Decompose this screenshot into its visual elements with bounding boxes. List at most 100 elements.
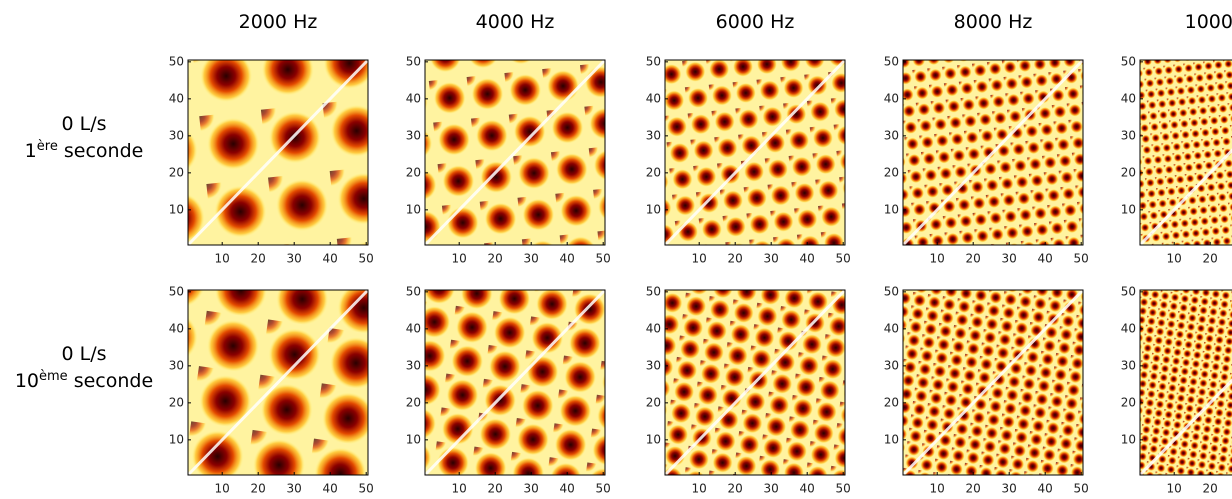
y-tick-label: 30 [1121,128,1136,142]
y-tick-label: 40 [1121,321,1136,335]
x-tick-label: 40 [800,482,815,496]
x-tick-label: 10 [452,252,467,266]
diagonal [901,288,1085,477]
diagonal [663,58,847,247]
x-tick-label: 20 [488,252,503,266]
column-title: 6000 Hz [716,11,795,33]
axes-frame [187,289,369,476]
y-tick-label: 50 [406,54,421,68]
y-tick-label: 10 [884,202,899,216]
y-tick-label: 20 [169,165,184,179]
x-tick-label: 20 [251,482,266,496]
row-word: seconde [58,140,144,162]
x-tick-label: 50 [359,482,374,496]
x-tick-label: 40 [323,482,338,496]
x-tick-label: 50 [596,482,611,496]
x-tick-label: 10 [452,482,467,496]
y-tick-label: 30 [169,358,184,372]
y-tick-label: 50 [406,284,421,298]
x-tick-label: 20 [488,482,503,496]
y-tick-label: 30 [646,128,661,142]
diagonal [901,58,1085,247]
column-title: 8000 Hz [954,11,1033,33]
y-tick-label: 10 [1121,432,1136,446]
x-tick-label: 30 [524,252,539,266]
y-tick-label: 40 [169,321,184,335]
y-tick-label: 50 [646,54,661,68]
axes-frame [187,59,369,246]
y-tick-label: 40 [406,321,421,335]
heatmap [1140,290,1232,475]
y-tick-label: 20 [1121,165,1136,179]
y-tick-label: 50 [884,54,899,68]
x-tick-label: 40 [560,482,575,496]
y-tick-label: 10 [406,432,421,446]
row-superscript: ème [39,369,68,384]
y-tick-label: 40 [646,91,661,105]
x-tick-label: 10 [1167,482,1182,496]
y-tick-label: 10 [646,202,661,216]
x-tick-label: 30 [764,482,779,496]
y-tick-label: 30 [884,128,899,142]
x-tick-label: 10 [692,482,707,496]
y-tick-label: 50 [646,284,661,298]
x-tick-label: 30 [1002,482,1017,496]
x-tick-label: 10 [215,252,230,266]
x-tick-label: 20 [1203,252,1218,266]
y-tick-label: 50 [169,54,184,68]
x-tick-label: 20 [1203,482,1218,496]
diagonal [423,58,607,247]
x-tick-label: 40 [1038,252,1053,266]
x-tick-label: 50 [359,252,374,266]
x-tick-label: 40 [800,252,815,266]
x-tick-label: 10 [1167,252,1182,266]
axes-frame [902,59,1084,246]
y-tick-label: 50 [884,284,899,298]
y-tick-label: 30 [406,358,421,372]
column-title: 2000 Hz [239,11,318,33]
axes-frame [1139,289,1232,476]
x-tick-label: 50 [1074,252,1089,266]
y-tick-label: 50 [1121,54,1136,68]
x-tick-label: 40 [323,252,338,266]
diagonal [1138,378,1232,477]
x-tick-label: 30 [524,482,539,496]
x-tick-label: 10 [215,482,230,496]
heatmap-panel: 10 20 30 40 50 10 20 30 40 50 [406,284,611,495]
y-tick-label: 30 [406,128,421,142]
y-tick-label: 20 [884,165,899,179]
diagonal [186,58,370,247]
y-tick-label: 50 [1121,284,1136,298]
heatmap [1140,60,1232,245]
row-number: 10 [15,370,39,392]
y-tick-label: 30 [884,358,899,372]
y-tick-label: 10 [406,202,421,216]
row-word: seconde [68,370,154,392]
x-tick-label: 10 [930,482,945,496]
x-tick-label: 30 [1002,252,1017,266]
axes-frame [1139,59,1232,246]
x-tick-label: 50 [836,252,851,266]
y-tick-label: 30 [646,358,661,372]
y-tick-label: 20 [169,395,184,409]
x-tick-label: 20 [728,482,743,496]
y-tick-label: 20 [406,395,421,409]
diagonal [663,288,847,477]
x-tick-label: 10 [692,252,707,266]
y-tick-label: 40 [406,91,421,105]
y-tick-label: 40 [169,91,184,105]
x-tick-label: 30 [287,482,302,496]
x-tick-label: 40 [560,252,575,266]
y-tick-label: 30 [1121,358,1136,372]
x-tick-label: 50 [1074,482,1089,496]
